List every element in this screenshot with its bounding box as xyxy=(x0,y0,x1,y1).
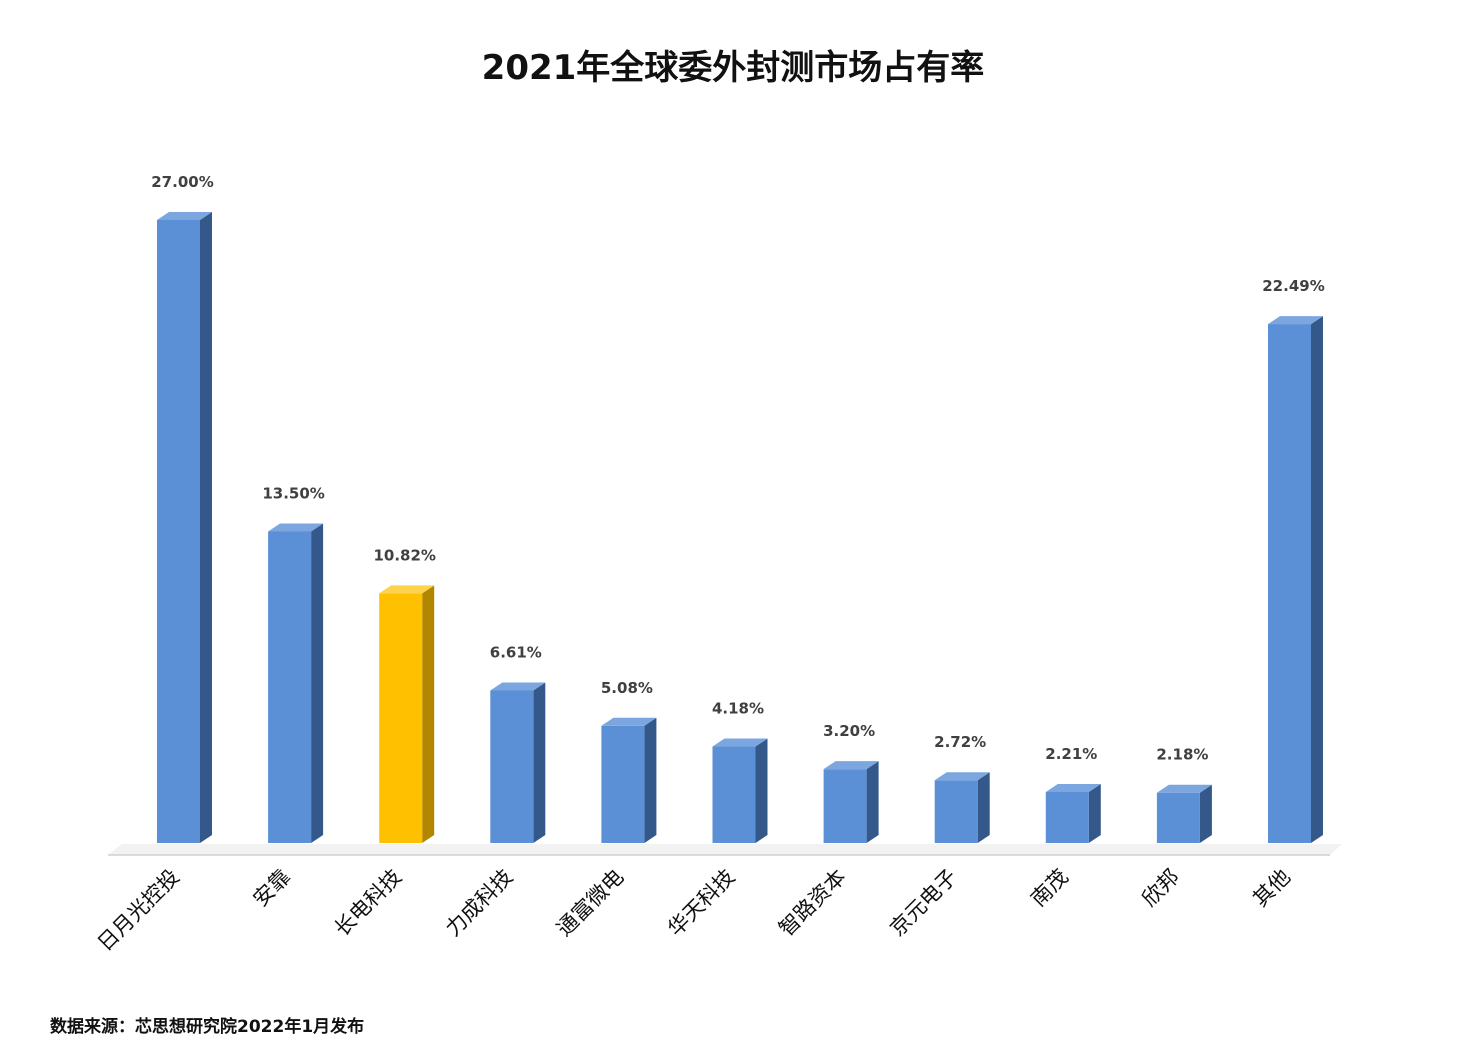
bar-top xyxy=(490,682,546,691)
category-label: 南茂 xyxy=(1026,865,1073,912)
bar-front xyxy=(379,593,423,843)
bar-front xyxy=(490,690,534,843)
bar-4 xyxy=(490,682,546,843)
bar-front xyxy=(823,769,867,843)
category-label: 日月光控投 xyxy=(93,865,184,956)
data-label: 3.20% xyxy=(823,722,875,740)
bar-10 xyxy=(1156,784,1212,843)
data-label: 2.72% xyxy=(934,733,986,751)
bar-front xyxy=(934,780,978,843)
data-label: 22.49% xyxy=(1262,277,1324,295)
bar-11 xyxy=(1268,316,1323,843)
bar-front xyxy=(1156,792,1200,843)
data-label: 13.50% xyxy=(262,485,324,503)
bar-side xyxy=(1199,784,1212,843)
bar-side xyxy=(755,738,768,843)
data-label: 10.82% xyxy=(373,546,435,564)
data-label: 6.61% xyxy=(490,643,542,661)
bar-top xyxy=(934,772,990,781)
bar-9 xyxy=(1045,784,1101,843)
category-label: 华天科技 xyxy=(663,865,739,941)
bar-7 xyxy=(823,761,879,843)
bar-3 xyxy=(379,585,435,843)
bar-top xyxy=(157,212,212,220)
bar-top xyxy=(823,761,879,770)
bar-top xyxy=(1268,316,1323,325)
category-label: 力成科技 xyxy=(441,865,517,941)
bar-side xyxy=(533,682,546,843)
category-label: 安靠 xyxy=(248,865,295,912)
bar-side xyxy=(1088,784,1101,843)
category-label: 欣邦 xyxy=(1137,865,1184,912)
category-label: 京元电子 xyxy=(885,865,961,941)
bar-1 xyxy=(157,212,212,843)
bar-side xyxy=(200,212,212,843)
chart-title: 2021年全球委外封测市场占有率 xyxy=(481,48,985,88)
bar-8 xyxy=(934,772,990,843)
bar-side xyxy=(644,717,657,843)
data-label: 5.08% xyxy=(601,679,653,697)
plot-floor xyxy=(108,844,1342,855)
data-label: 4.18% xyxy=(712,700,764,718)
bar-front xyxy=(601,725,645,843)
bar-front xyxy=(1045,792,1089,843)
source-note: 数据来源：芯思想研究院2022年1月发布 xyxy=(50,1017,365,1037)
bar-front xyxy=(157,220,200,843)
category-label: 通富微电 xyxy=(552,865,628,941)
data-label: 27.00% xyxy=(151,173,213,191)
bar-top xyxy=(268,523,324,532)
bar-2 xyxy=(268,523,324,843)
bar-front xyxy=(268,531,312,843)
bar-top xyxy=(1156,784,1212,793)
bar-top xyxy=(379,585,435,594)
bar-side xyxy=(311,523,324,843)
bar-side xyxy=(977,772,990,843)
category-label: 智路资本 xyxy=(774,865,850,941)
bar-side xyxy=(1311,316,1323,843)
bar-front xyxy=(1268,324,1311,843)
bar-5 xyxy=(601,717,657,843)
bar-top xyxy=(712,738,768,747)
data-label: 2.21% xyxy=(1045,745,1097,763)
bar-side xyxy=(866,761,879,843)
bar-side xyxy=(422,585,435,843)
category-label: 其他 xyxy=(1248,865,1295,912)
category-label: 长电科技 xyxy=(330,865,406,941)
bar-top xyxy=(601,717,657,726)
bar-top xyxy=(1045,784,1101,793)
bar-6 xyxy=(712,738,768,843)
data-label: 2.18% xyxy=(1156,746,1208,764)
bar-front xyxy=(712,746,756,843)
